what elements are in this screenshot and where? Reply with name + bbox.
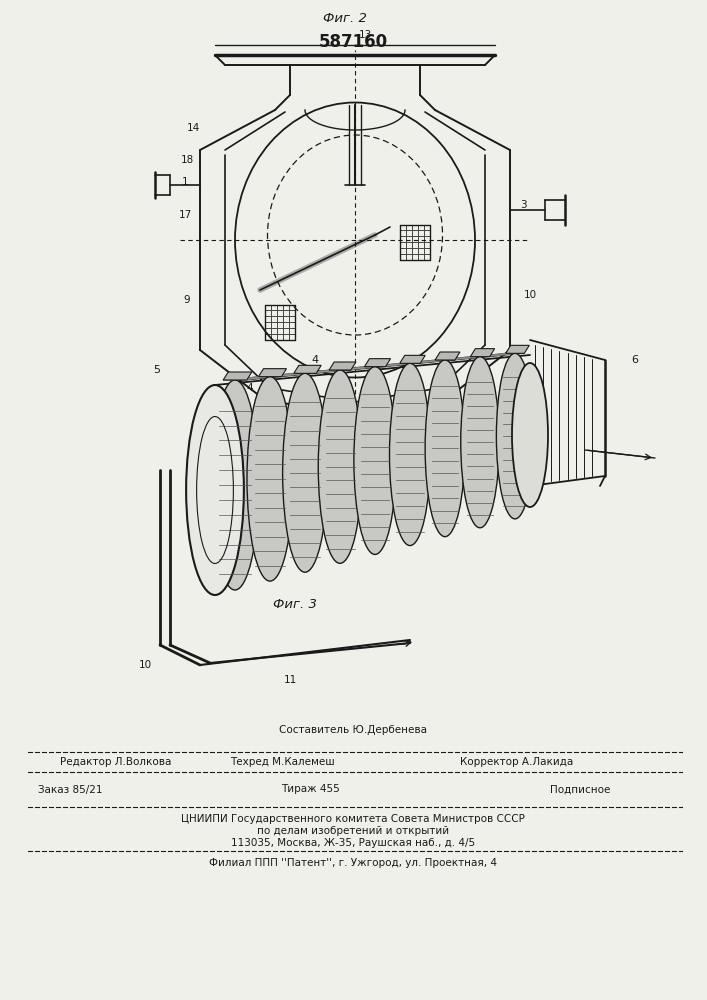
Polygon shape (329, 367, 385, 370)
Text: 5: 5 (153, 365, 160, 375)
Ellipse shape (496, 353, 534, 519)
Text: 10: 10 (139, 660, 151, 670)
Polygon shape (399, 360, 455, 363)
Text: 3: 3 (520, 200, 526, 210)
Ellipse shape (512, 363, 548, 507)
Text: Техред М.Калемеш: Техред М.Калемеш (230, 757, 334, 767)
Polygon shape (223, 377, 281, 380)
Text: Тираж 455: Тираж 455 (281, 784, 339, 794)
Text: 18: 18 (180, 155, 194, 165)
Polygon shape (364, 363, 420, 367)
Text: 11: 11 (284, 675, 297, 685)
Polygon shape (364, 359, 390, 367)
Text: Фиг. 3: Фиг. 3 (273, 598, 317, 611)
Text: 4: 4 (312, 355, 319, 365)
Text: 14: 14 (187, 123, 199, 133)
Text: 1: 1 (182, 177, 188, 187)
Polygon shape (399, 355, 425, 363)
Polygon shape (470, 349, 495, 357)
Text: 113035, Москва, Ж-35, Раушская наб., д. 4/5: 113035, Москва, Ж-35, Раушская наб., д. … (231, 838, 475, 848)
Ellipse shape (318, 370, 362, 563)
Polygon shape (506, 345, 530, 353)
Text: Составитель Ю.Дербенева: Составитель Ю.Дербенева (279, 725, 427, 735)
Polygon shape (294, 365, 321, 373)
Text: ЦНИИПИ Государственного комитета Совета Министров СССР: ЦНИИПИ Государственного комитета Совета … (181, 814, 525, 824)
Ellipse shape (211, 380, 259, 590)
Ellipse shape (390, 363, 431, 546)
Text: 10: 10 (523, 290, 537, 300)
Ellipse shape (461, 357, 499, 528)
Text: 587160: 587160 (318, 33, 387, 51)
Ellipse shape (283, 373, 327, 572)
Text: 15: 15 (288, 403, 302, 413)
Text: 9: 9 (184, 295, 190, 305)
Text: 17: 17 (178, 210, 192, 220)
Polygon shape (435, 352, 460, 360)
Text: 4: 4 (247, 383, 253, 393)
Text: Фиг. 2: Фиг. 2 (323, 11, 367, 24)
Polygon shape (259, 369, 286, 377)
Text: А-А: А-А (343, 425, 367, 438)
Ellipse shape (247, 377, 293, 581)
Text: Корректор А.Лакида: Корректор А.Лакида (460, 757, 573, 767)
Text: по делам изобретений и открытий: по делам изобретений и открытий (257, 826, 449, 836)
Polygon shape (329, 362, 356, 370)
Text: 16: 16 (404, 397, 416, 407)
Polygon shape (223, 372, 252, 380)
Text: 13: 13 (358, 30, 372, 40)
Ellipse shape (186, 385, 244, 595)
Polygon shape (470, 353, 525, 357)
Ellipse shape (354, 367, 396, 554)
Polygon shape (259, 373, 316, 377)
Text: 2: 2 (481, 368, 489, 378)
Polygon shape (294, 370, 351, 373)
Polygon shape (435, 357, 490, 360)
Text: Филиал ППП ''Патент'', г. Ужгород, ул. Проектная, 4: Филиал ППП ''Патент'', г. Ужгород, ул. П… (209, 858, 497, 868)
Text: Подписное: Подписное (550, 784, 610, 794)
Text: Заказ 85/21: Заказ 85/21 (38, 784, 103, 794)
Text: 6: 6 (631, 355, 638, 365)
Ellipse shape (425, 360, 465, 537)
Text: Редактор Л.Волкова: Редактор Л.Волкова (60, 757, 171, 767)
